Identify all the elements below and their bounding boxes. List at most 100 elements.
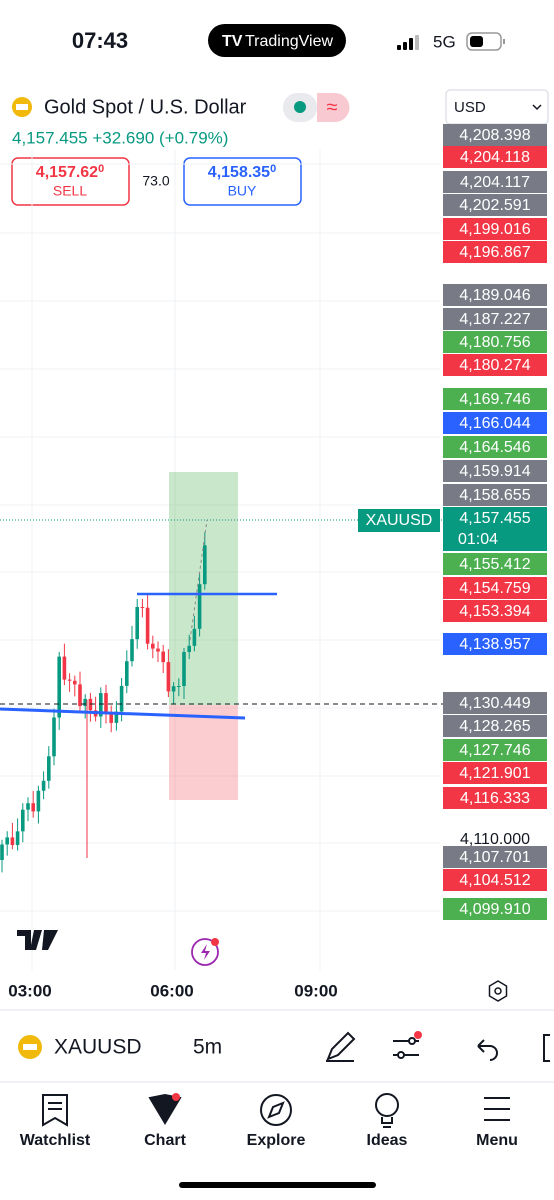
price-label-bg bbox=[443, 787, 547, 809]
nav-label[interactable]: Ideas bbox=[367, 1132, 408, 1149]
price-label-bg bbox=[443, 869, 547, 891]
symbol-name[interactable]: Gold Spot / U.S. Dollar bbox=[44, 96, 247, 118]
nav-bar: Watchlist Chart Explore Ideas Menu bbox=[20, 1132, 518, 1149]
candle-body bbox=[78, 684, 82, 707]
nav-label[interactable]: Explore bbox=[247, 1132, 306, 1149]
sell-button[interactable] bbox=[11, 157, 130, 206]
price-label-bg bbox=[443, 124, 547, 146]
toolbar-interval[interactable]: 5m bbox=[193, 1036, 222, 1059]
price-label: 4,208.398 bbox=[459, 127, 530, 144]
toggle-right[interactable] bbox=[317, 93, 350, 122]
toolbar-symbol[interactable]: XAUUSD bbox=[54, 1036, 142, 1059]
price-label: 4,099.910 bbox=[459, 901, 530, 918]
explore-needle bbox=[267, 1101, 285, 1119]
flash-icon[interactable] bbox=[191, 938, 219, 966]
explore-icon[interactable] bbox=[260, 1094, 292, 1126]
watchlist-icon[interactable] bbox=[42, 1094, 68, 1127]
menu-icon[interactable] bbox=[484, 1097, 510, 1121]
nav-icons bbox=[42, 1093, 510, 1128]
toggle-dot bbox=[294, 101, 306, 113]
toggle-icon: ≈ bbox=[327, 96, 338, 118]
price-label: 4,180.756 bbox=[459, 334, 530, 351]
nav-label[interactable]: Watchlist bbox=[20, 1132, 91, 1149]
candle-body bbox=[203, 545, 207, 585]
profit-zone bbox=[169, 472, 238, 705]
fullscreen-icon[interactable] bbox=[543, 1034, 550, 1062]
price-label-bg bbox=[443, 715, 547, 737]
candle-body bbox=[52, 717, 56, 757]
price-label: 4,154.759 bbox=[459, 580, 530, 597]
price-label: 4,166.044 bbox=[459, 415, 530, 432]
price-label-bg bbox=[443, 308, 547, 330]
candle-body bbox=[10, 837, 15, 846]
nav-label[interactable]: Chart bbox=[144, 1132, 186, 1149]
buy-price: 4,158.350 bbox=[208, 163, 276, 181]
candle-body bbox=[156, 648, 160, 652]
draw-icon[interactable] bbox=[326, 1031, 356, 1062]
candle-body bbox=[21, 809, 25, 832]
price-label: 4,204.117 bbox=[460, 174, 530, 191]
price-label-bg bbox=[443, 436, 547, 458]
candle-body bbox=[171, 686, 176, 692]
price-label: 4,158.655 bbox=[459, 487, 530, 504]
brand-logo: TV bbox=[222, 33, 243, 50]
candle-body bbox=[182, 652, 186, 686]
flash-bolt bbox=[201, 944, 210, 960]
sell-price: 4,157.620 bbox=[36, 163, 104, 181]
candle-body bbox=[114, 711, 119, 723]
price-label-bg bbox=[443, 577, 547, 599]
price-label: 4,202.591 bbox=[459, 197, 530, 214]
battery bbox=[466, 32, 502, 51]
price-label: 4,189.046 bbox=[459, 287, 530, 304]
time-label: 09:00 bbox=[294, 981, 337, 1000]
price-label: 4,153.394 bbox=[459, 603, 530, 620]
price-label-bg bbox=[443, 388, 547, 410]
candle-body bbox=[104, 693, 108, 714]
flash-dot bbox=[211, 938, 219, 946]
chart-dot bbox=[172, 1093, 180, 1101]
current-price-bg bbox=[443, 507, 547, 551]
price-label-bg bbox=[443, 241, 547, 263]
price-label-bg bbox=[443, 218, 547, 240]
buy-button[interactable] bbox=[183, 157, 302, 206]
network: 5G bbox=[433, 32, 456, 51]
ideas-icon[interactable] bbox=[375, 1093, 399, 1117]
candle-body bbox=[26, 803, 30, 810]
indicators-icon[interactable] bbox=[393, 1037, 419, 1059]
price-label: 4,107.701 bbox=[459, 849, 530, 866]
candle-body bbox=[83, 698, 87, 707]
price-label: 4,169.746 bbox=[459, 391, 530, 408]
countdown: 01:04 bbox=[458, 531, 498, 548]
price-label: 4,104.512 bbox=[459, 872, 530, 889]
settings-icon[interactable] bbox=[488, 980, 508, 1002]
projection bbox=[189, 519, 208, 641]
sell-price-main: 4,157.62 bbox=[36, 164, 98, 181]
battery-tip bbox=[503, 39, 505, 44]
candle-body bbox=[125, 661, 129, 686]
tv-logo bbox=[17, 930, 58, 950]
price-label-bg bbox=[443, 633, 547, 655]
candle-body bbox=[140, 606, 145, 608]
price-label: 4,155.412 bbox=[459, 556, 530, 573]
symbol-tag-text: XAUUSD bbox=[366, 512, 433, 529]
chart-icon[interactable] bbox=[148, 1093, 182, 1125]
candle-body bbox=[67, 679, 72, 681]
sell-price-super: 0 bbox=[98, 163, 104, 175]
candle-body bbox=[145, 607, 150, 644]
chart-area[interactable]: 4,208.398 4,204.118 4,204.117 4,202.591 4,19… bbox=[0, 124, 547, 1000]
price-label: 4,204.118 bbox=[460, 149, 530, 166]
price-level: 4,110.000 bbox=[460, 831, 530, 848]
price-label: 4,159.914 bbox=[459, 463, 530, 480]
spread: 73.0 bbox=[142, 173, 169, 189]
price-label: 4,187.227 bbox=[459, 311, 530, 328]
candle-body bbox=[197, 584, 202, 629]
price-label-bg bbox=[443, 553, 547, 575]
toolbar-gold-bar bbox=[23, 1044, 37, 1050]
nav-label[interactable]: Menu bbox=[476, 1132, 518, 1149]
gold-bar bbox=[16, 104, 28, 110]
undo-icon[interactable] bbox=[477, 1039, 498, 1061]
price-label: 4,130.449 bbox=[459, 695, 530, 712]
price-label: 4,121.901 bbox=[459, 765, 530, 782]
price-label: 4,128.265 bbox=[459, 718, 530, 735]
loss-zone bbox=[169, 705, 238, 800]
